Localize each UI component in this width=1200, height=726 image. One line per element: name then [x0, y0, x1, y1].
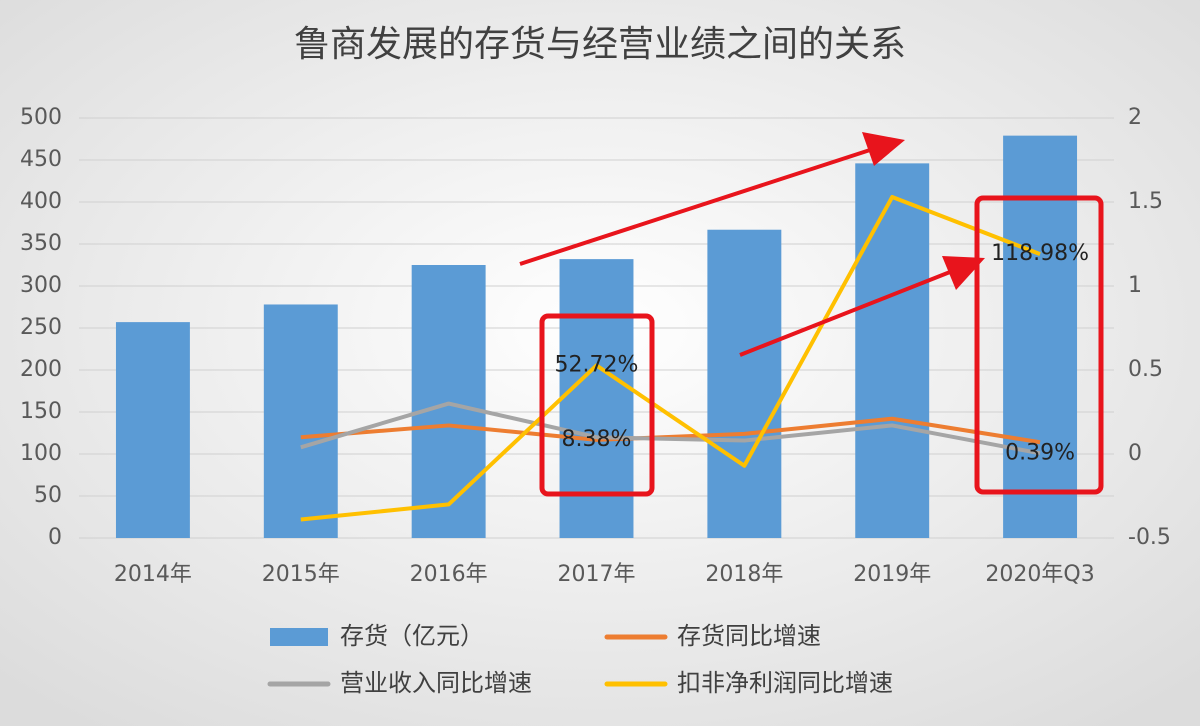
highlight-box [539, 313, 655, 497]
y-tick-label: 450 [20, 147, 62, 172]
x-tick-label: 2018年 [705, 562, 783, 587]
data-label: 118.98% [991, 241, 1089, 266]
bar [263, 304, 338, 538]
data-label: 52.72% [555, 352, 639, 377]
chart-title: 鲁商发展的存货与经营业绩之间的关系 [294, 24, 906, 65]
bar [115, 322, 190, 538]
y-tick-label: 300 [20, 273, 62, 298]
y-tick-label: 150 [20, 399, 62, 424]
x-tick-label: 2015年 [262, 562, 340, 587]
legend-label: 扣非净利润同比增速 [677, 669, 893, 697]
x-tick-label: 2019年 [853, 562, 931, 587]
y2-tick-label: 0 [1128, 441, 1142, 466]
arrow-line [519, 148, 871, 266]
y-tick-label: 200 [20, 357, 62, 382]
line [300, 401, 1041, 456]
bar [707, 229, 782, 538]
y-tick-label: 400 [20, 189, 62, 214]
y-tick-label: 250 [20, 315, 62, 340]
arrow-head [862, 132, 905, 166]
legend-swatch [270, 628, 328, 646]
bar [1003, 135, 1078, 538]
y2-tick-label: 0.5 [1128, 357, 1163, 382]
annotations [519, 132, 1104, 497]
bar [411, 265, 486, 538]
legend-label: 营业收入同比增速 [340, 669, 532, 697]
y2-tick-label: 2 [1128, 105, 1142, 130]
x-tick-label: 2017年 [558, 562, 636, 587]
data-label: 0.39% [1005, 440, 1075, 465]
data-label: 8.38% [562, 427, 632, 452]
arrow-line [739, 270, 951, 357]
legend-label: 存货同比增速 [677, 622, 821, 650]
x-tick-label: 2016年 [410, 562, 488, 587]
y2-tick-label: 1 [1128, 273, 1142, 298]
y-tick-label: 350 [20, 231, 62, 256]
y-tick-label: 100 [20, 441, 62, 466]
y-tick-label: 50 [34, 483, 62, 508]
arrow-head [942, 256, 985, 290]
y2-tick-label: 1.5 [1128, 189, 1163, 214]
legend-label: 存货（亿元） [340, 622, 484, 650]
x-tick-label: 2014年 [114, 562, 192, 587]
line [300, 194, 1041, 522]
y-tick-label: 500 [20, 105, 62, 130]
x-tick-label: 2020年Q3 [985, 562, 1094, 587]
y-tick-label: 0 [48, 525, 62, 550]
y2-tick-label: -0.5 [1128, 525, 1171, 550]
bar [855, 163, 930, 539]
highlight-box [974, 195, 1104, 495]
